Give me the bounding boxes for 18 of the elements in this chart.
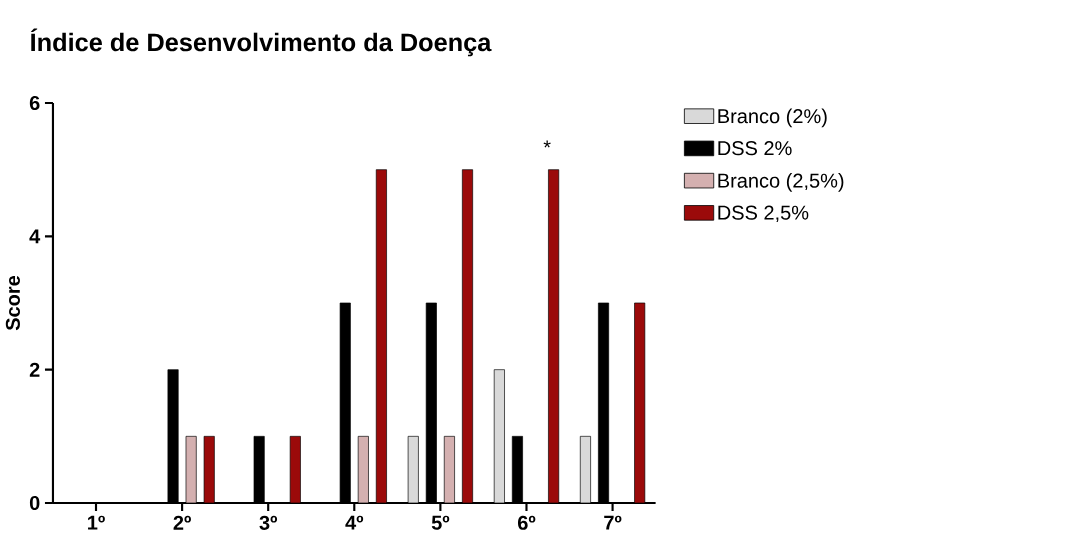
x-tick-label: 4º [345,515,364,530]
x-tick-label: 2º [173,515,191,530]
annotation: * [543,140,551,148]
y-tick-label: 0 [29,495,40,511]
legend-label: Branco (2,5%) [718,173,844,192]
x-tick-label: 1º [88,515,105,530]
y-axis-title: Score [5,275,20,331]
x-tick-label: 6º [518,515,536,530]
chart-title: Índice de Desenvolvimento da Doença [30,28,492,57]
y-tick-label: 6 [29,95,40,111]
y-tick-label: 4 [29,229,41,244]
x-tick-label: 3º [259,515,278,530]
x-tick-label: 5º [431,515,450,530]
x-tick-label: 7º [604,515,622,530]
y-tick-label: 2 [29,362,40,377]
legend-label: DSS 2% [718,141,792,156]
legend-label: Branco (2%) [718,108,827,128]
legend-label: DSS 2,5% [718,205,809,223]
